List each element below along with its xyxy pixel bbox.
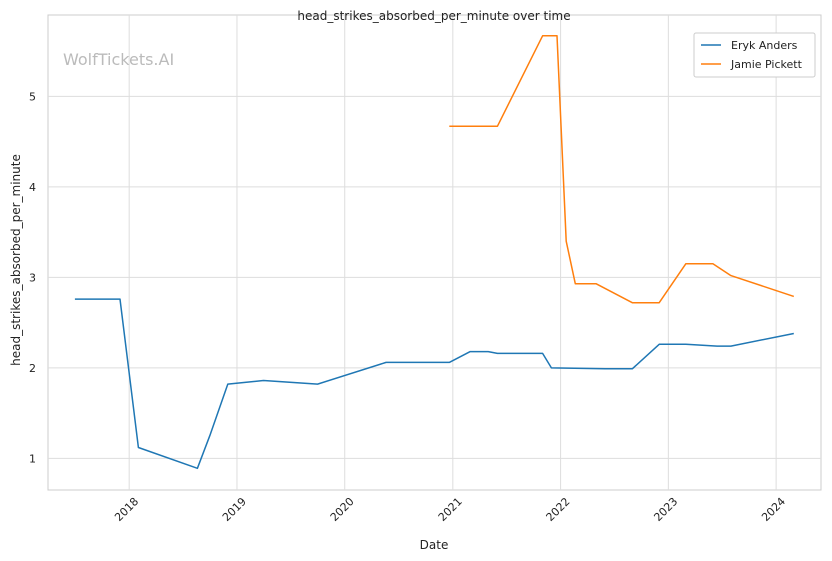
x-tick-label: 2024 [759,495,788,524]
y-tick-label: 2 [29,362,36,375]
x-axis: 2018 2019 2020 2021 2022 2023 2024 [112,495,788,524]
x-tick-label: 2018 [112,495,141,524]
y-axis-title: head_strikes_absorbed_per_minute [9,154,23,366]
x-tick-label: 2020 [328,495,357,524]
y-axis: 1 2 3 4 5 [29,90,36,465]
y-tick-label: 5 [29,90,36,103]
x-tick-label: 2022 [544,495,573,524]
x-axis-title: Date [420,538,449,552]
grid [48,15,821,490]
series-line-jamie-pickett [449,35,795,304]
y-tick-label: 4 [29,181,36,194]
series-layer [74,35,795,470]
plot-area [47,14,822,491]
legend-label-eryk-anders: Eryk Anders [731,39,798,52]
chart-title: head_strikes_absorbed_per_minute over ti… [297,9,570,23]
legend-box [693,32,816,78]
legend-label-jamie-pickett: Jamie Pickett [730,58,803,71]
y-tick-label: 1 [29,452,36,465]
y-tick-label: 3 [29,271,36,284]
legend: Eryk Anders Jamie Pickett [693,32,816,78]
watermark: WolfTickets.AI [63,50,174,69]
x-tick-label: 2019 [220,495,249,524]
x-tick-label: 2021 [436,495,465,524]
x-tick-label: 2023 [651,495,680,524]
series-line-eryk-anders [74,298,794,470]
